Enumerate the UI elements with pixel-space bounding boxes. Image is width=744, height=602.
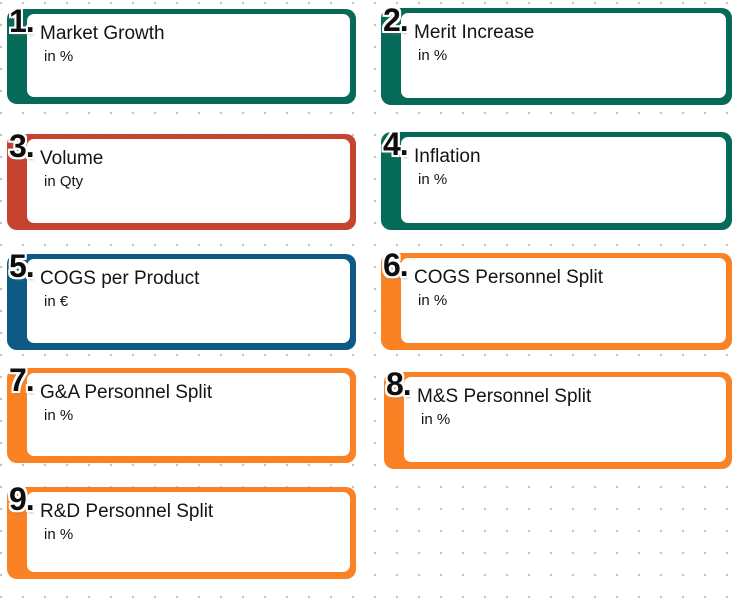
card-face: M&S Personnel Split in %: [402, 375, 728, 464]
card-face: Merit Increase in %: [399, 11, 728, 100]
card-number-badge: 8.: [386, 366, 412, 402]
card-subtitle: in %: [44, 407, 74, 424]
card-face: R&D Personnel Split in %: [25, 490, 352, 574]
card-subtitle: in %: [44, 48, 74, 65]
card-number-badge: 6.: [383, 247, 409, 283]
card-cogs-per-product[interactable]: COGS per Product in € 5.: [7, 250, 356, 350]
card-volume[interactable]: Volume in Qty 3.: [7, 130, 356, 230]
card-face: COGS per Product in €: [25, 257, 352, 345]
card-subtitle: in %: [421, 411, 451, 428]
card-number-badge: 5.: [9, 248, 35, 284]
card-market-growth[interactable]: Market Growth in % 1.: [7, 5, 356, 104]
card-rd-personnel-split[interactable]: R&D Personnel Split in % 9.: [7, 483, 356, 579]
card-title: Market Growth: [40, 23, 165, 44]
card-title: COGS per Product: [40, 268, 200, 289]
card-subtitle: in €: [44, 293, 69, 310]
card-title: Volume: [40, 148, 104, 169]
card-ms-personnel-split[interactable]: M&S Personnel Split in % 8.: [384, 368, 732, 469]
card-title: COGS Personnel Split: [414, 267, 604, 288]
card-title: Merit Increase: [414, 22, 535, 43]
card-subtitle: in %: [418, 47, 448, 64]
card-number-badge: 9.: [9, 481, 35, 517]
card-face: COGS Personnel Split in %: [399, 256, 728, 345]
card-ga-personnel-split[interactable]: G&A Personnel Split in % 7.: [7, 364, 356, 463]
card-face: Market Growth in %: [25, 12, 352, 99]
card-title: R&D Personnel Split: [40, 501, 214, 522]
card-number-badge: 4.: [383, 126, 409, 162]
card-subtitle: in %: [418, 171, 448, 188]
card-merit-increase[interactable]: Merit Increase in % 2.: [381, 4, 732, 105]
card-face: Volume in Qty: [25, 137, 352, 225]
card-subtitle: in Qty: [44, 173, 84, 190]
card-title: G&A Personnel Split: [40, 382, 213, 403]
card-subtitle: in %: [44, 526, 74, 543]
card-title: Inflation: [414, 146, 481, 167]
card-face: G&A Personnel Split in %: [25, 371, 352, 458]
card-cogs-personnel-split[interactable]: COGS Personnel Split in % 6.: [381, 249, 732, 350]
card-number-badge: 3.: [9, 128, 35, 164]
card-number-badge: 2.: [383, 2, 409, 38]
card-title: M&S Personnel Split: [417, 386, 592, 407]
card-number-badge: 1.: [9, 3, 35, 39]
card-subtitle: in %: [418, 292, 448, 309]
card-number-badge: 7.: [9, 362, 35, 398]
card-face: Inflation in %: [399, 135, 728, 225]
card-inflation[interactable]: Inflation in % 4.: [381, 128, 732, 230]
